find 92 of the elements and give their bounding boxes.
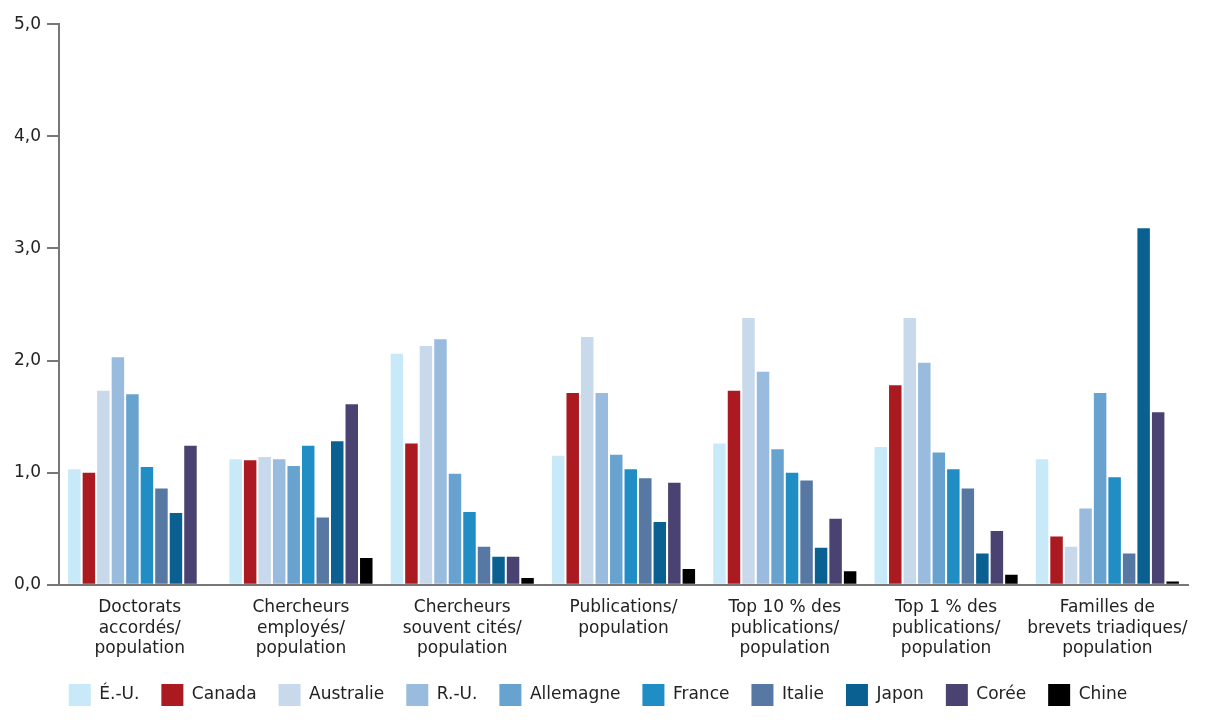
bar bbox=[566, 393, 579, 584]
bar bbox=[713, 443, 726, 584]
bar bbox=[771, 449, 784, 584]
bar bbox=[785, 472, 799, 584]
bar bbox=[258, 456, 271, 584]
bar bbox=[477, 546, 491, 584]
bar bbox=[624, 469, 638, 584]
bar bbox=[990, 530, 1004, 584]
bar bbox=[68, 469, 81, 584]
bar bbox=[1137, 228, 1150, 584]
bar bbox=[727, 390, 741, 584]
bar bbox=[463, 511, 476, 584]
x-tick-label: Top 10 % des publications/ population bbox=[727, 596, 842, 658]
legend-label: Canada bbox=[191, 683, 257, 704]
legend-label: Italie bbox=[781, 683, 824, 704]
y-tick-label: 5,0 bbox=[13, 12, 42, 33]
bar bbox=[756, 371, 770, 584]
bar bbox=[301, 445, 315, 584]
legend-label: É.-U. bbox=[99, 682, 140, 704]
bar bbox=[903, 317, 917, 584]
bar bbox=[419, 345, 433, 584]
legend-label: Allemagne bbox=[529, 683, 621, 704]
bar bbox=[682, 569, 696, 584]
bar bbox=[272, 459, 286, 584]
bar bbox=[595, 393, 608, 584]
bar bbox=[1122, 553, 1136, 584]
bar bbox=[918, 362, 931, 584]
bar bbox=[243, 460, 257, 584]
bar bbox=[580, 337, 594, 584]
bar bbox=[610, 454, 623, 584]
bar bbox=[653, 522, 667, 584]
bar bbox=[1050, 536, 1063, 584]
bar bbox=[390, 353, 404, 584]
bar bbox=[448, 473, 462, 584]
bar bbox=[169, 513, 183, 584]
bar bbox=[551, 455, 565, 584]
bar bbox=[126, 394, 139, 584]
bar bbox=[97, 390, 110, 584]
legend-label: Australie bbox=[309, 683, 385, 704]
bar bbox=[932, 452, 946, 584]
y-tick-label: 3,0 bbox=[13, 236, 42, 257]
bar bbox=[82, 472, 96, 584]
bar bbox=[287, 465, 300, 584]
bar bbox=[1151, 412, 1165, 584]
legend-label: Chine bbox=[1078, 683, 1128, 704]
bar bbox=[229, 459, 242, 584]
bar bbox=[345, 404, 358, 584]
x-tick-label: Chercheurs souvent cités/ population bbox=[402, 596, 523, 658]
bar bbox=[155, 488, 168, 584]
bar bbox=[1108, 477, 1121, 584]
bar bbox=[1064, 546, 1078, 584]
bar bbox=[506, 556, 520, 584]
bar bbox=[1035, 459, 1049, 584]
bar bbox=[800, 480, 813, 584]
x-tick-label: Familles de brevets triadiques/ population bbox=[1027, 596, 1188, 658]
bar bbox=[492, 556, 505, 584]
bar bbox=[1079, 508, 1092, 584]
y-tick-label: 0,0 bbox=[13, 573, 42, 594]
bar bbox=[814, 547, 828, 584]
bar bbox=[1093, 393, 1107, 584]
bar bbox=[521, 578, 534, 584]
bar bbox=[1166, 581, 1179, 584]
bar bbox=[405, 443, 418, 584]
bar bbox=[961, 488, 975, 584]
legend-label: Corée bbox=[976, 683, 1027, 704]
legend-label: Japon bbox=[875, 683, 924, 704]
bar bbox=[874, 446, 887, 584]
bar bbox=[360, 557, 373, 584]
bar bbox=[434, 339, 447, 584]
legend-label: R.-U. bbox=[436, 683, 478, 704]
bar bbox=[184, 445, 197, 584]
bar bbox=[742, 317, 755, 584]
bar bbox=[639, 478, 652, 584]
x-tick-label: Top 1 % des publications/ population bbox=[891, 596, 1001, 658]
x-tick-label: Chercheurs employés/ population bbox=[252, 596, 350, 658]
bar bbox=[843, 571, 857, 584]
bar bbox=[140, 467, 154, 584]
bar bbox=[889, 385, 902, 584]
x-tick-label: Publications/ population bbox=[569, 596, 678, 637]
y-tick-label: 4,0 bbox=[13, 124, 42, 145]
bar bbox=[668, 482, 681, 584]
bar bbox=[976, 553, 989, 584]
bar bbox=[316, 517, 329, 584]
y-tick-label: 2,0 bbox=[13, 348, 42, 369]
legend-label: France bbox=[672, 683, 730, 704]
bar bbox=[1005, 574, 1018, 584]
bar bbox=[947, 469, 960, 584]
bar bbox=[829, 518, 842, 584]
x-tick-label: Doctorats accordés/ population bbox=[94, 596, 185, 658]
bar bbox=[111, 357, 125, 584]
bar bbox=[331, 441, 344, 584]
y-tick-label: 1,0 bbox=[13, 461, 42, 482]
